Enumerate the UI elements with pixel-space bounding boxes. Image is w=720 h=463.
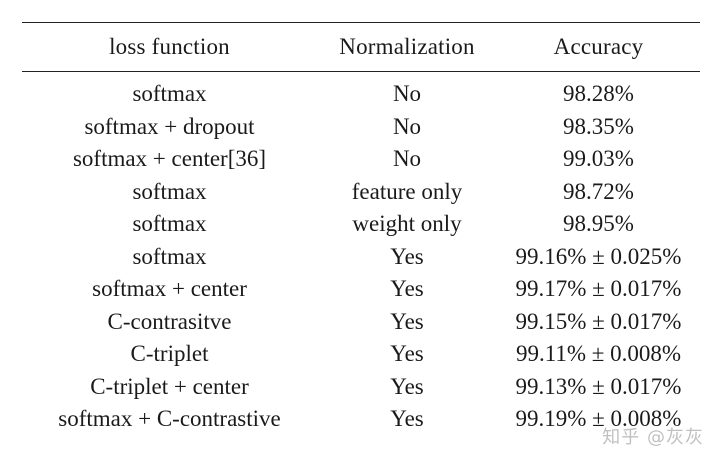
table-row: softmax + C-contrastive Yes 99.19% ± 0.0…: [22, 403, 700, 436]
cell-loss-function: softmax + center: [92, 276, 247, 302]
top-rule: [22, 22, 700, 23]
cell-normalization: Yes: [390, 243, 424, 269]
table-row: C-contrasitve Yes 99.15% ± 0.017%: [22, 306, 700, 339]
header-normalization: Normalization: [339, 34, 475, 59]
table-row: softmax No 98.28%: [22, 78, 700, 111]
cell-loss-function: softmax: [132, 178, 207, 204]
cell-loss-function: softmax: [132, 211, 207, 237]
cell-loss-function: C-triplet + center: [90, 373, 249, 399]
cell-normalization: Yes: [390, 276, 424, 302]
table-body: softmax No 98.28% softmax + dropout No 9…: [22, 72, 700, 436]
cell-accuracy: 99.11% ± 0.008%: [515, 341, 682, 367]
cell-normalization: weight only: [352, 211, 462, 237]
cell-normalization: No: [392, 113, 422, 139]
cell-normalization: feature only: [351, 178, 463, 204]
results-table: loss function Normalization Accuracy sof…: [22, 22, 700, 436]
cell-accuracy: 99.16% ± 0.025%: [515, 243, 682, 269]
cell-accuracy: 99.13% ± 0.017%: [515, 373, 682, 399]
cell-accuracy: 98.95%: [563, 211, 634, 237]
table-header-row: loss function Normalization Accuracy: [22, 23, 700, 71]
cell-accuracy: 99.19% ± 0.008%: [515, 406, 682, 432]
header-rule: [22, 71, 700, 72]
cell-accuracy: 98.28%: [563, 81, 634, 107]
cell-accuracy: 99.17% ± 0.017%: [515, 276, 682, 302]
cell-accuracy: 99.03%: [563, 146, 634, 172]
cell-accuracy: 98.72%: [563, 178, 634, 204]
cell-loss-function: softmax + C-contrastive: [58, 406, 281, 432]
cell-accuracy: 98.35%: [563, 113, 634, 139]
table-row: softmax weight only 98.95%: [22, 208, 700, 241]
cell-loss-function: softmax + center[36]: [72, 146, 267, 172]
table-row: softmax feature only 98.72%: [22, 176, 700, 209]
cell-normalization: Yes: [390, 341, 424, 367]
cell-normalization: Yes: [390, 373, 424, 399]
header-accuracy: Accuracy: [553, 34, 644, 59]
cell-loss-function: softmax + dropout: [84, 113, 255, 139]
table-row: softmax + dropout No 98.35%: [22, 111, 700, 144]
watermark: 知乎 @灰灰: [602, 427, 704, 448]
cell-normalization: No: [392, 81, 422, 107]
cell-accuracy: 99.15% ± 0.017%: [515, 308, 682, 334]
cell-normalization: Yes: [390, 406, 424, 432]
cell-loss-function: softmax: [132, 243, 207, 269]
table-row: softmax + center[36] No 99.03%: [22, 143, 700, 176]
table-row: C-triplet Yes 99.11% ± 0.008%: [22, 338, 700, 371]
cell-loss-function: C-contrasitve: [107, 308, 232, 334]
cell-normalization: Yes: [390, 308, 424, 334]
table-row: C-triplet + center Yes 99.13% ± 0.017%: [22, 371, 700, 404]
header-loss-function: loss function: [109, 34, 230, 59]
cell-normalization: No: [392, 146, 422, 172]
table-row: softmax Yes 99.16% ± 0.025%: [22, 241, 700, 274]
cell-loss-function: softmax: [132, 81, 207, 107]
cell-loss-function: C-triplet: [130, 341, 209, 367]
table-row: softmax + center Yes 99.17% ± 0.017%: [22, 273, 700, 306]
